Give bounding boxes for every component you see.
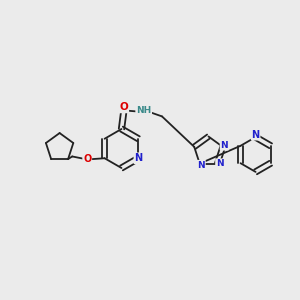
Text: N: N: [134, 153, 142, 163]
Text: O: O: [83, 154, 91, 164]
Text: N: N: [197, 160, 205, 169]
Text: N: N: [216, 159, 224, 168]
Text: O: O: [119, 102, 128, 112]
Text: N: N: [251, 130, 260, 140]
Text: NH: NH: [136, 106, 151, 115]
Text: N: N: [220, 141, 228, 150]
